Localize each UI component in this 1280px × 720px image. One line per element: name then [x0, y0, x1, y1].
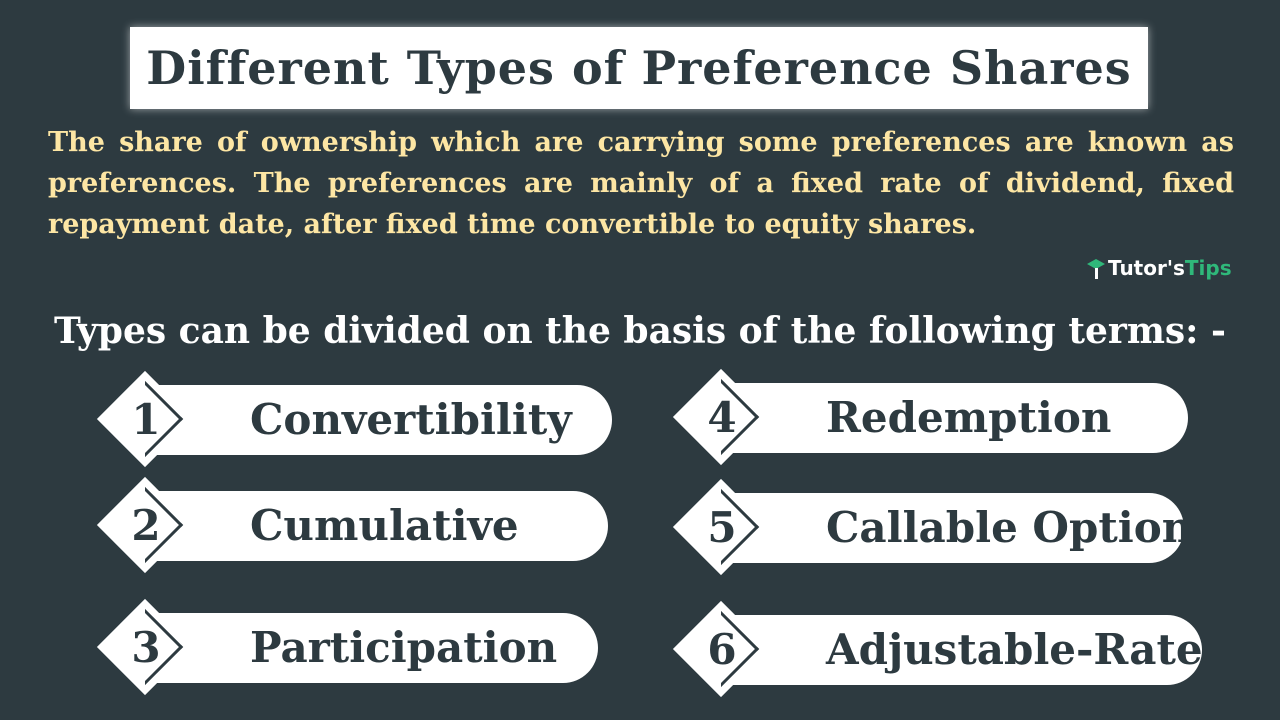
type-number: 2: [131, 501, 161, 550]
number-diamond: 1: [98, 372, 194, 468]
type-label: Callable Option: [826, 503, 1193, 552]
type-label: Convertibility: [250, 395, 572, 444]
type-number: 3: [131, 623, 161, 672]
number-diamond: 5: [674, 480, 770, 576]
logo-text-tutors: Tutor's: [1108, 256, 1185, 280]
tutors-tips-logo: Tutor's Tips: [1086, 250, 1232, 286]
type-label: Participation: [250, 623, 558, 672]
type-item-5: Callable Option 5: [674, 480, 1192, 576]
type-pill: Convertibility: [146, 385, 612, 455]
type-number: 6: [707, 625, 737, 674]
number-diamond: 6: [674, 602, 770, 698]
type-pill: Redemption: [722, 383, 1188, 453]
type-number: 5: [707, 503, 737, 552]
number-diamond: 2: [98, 478, 194, 574]
type-pill: Participation: [146, 613, 598, 683]
title-banner: Different Types of Preference Shares: [130, 27, 1148, 109]
graduation-cap-icon: [1087, 259, 1105, 279]
type-number: 4: [707, 393, 737, 442]
type-item-6: Adjustable-Rate 6: [674, 602, 1204, 698]
type-item-4: Redemption 4: [674, 370, 1190, 466]
type-pill: Adjustable-Rate: [722, 615, 1203, 685]
type-label: Adjustable-Rate: [826, 625, 1203, 674]
type-label: Redemption: [826, 393, 1112, 442]
type-item-3: Participation 3: [98, 600, 600, 696]
type-pill: Cumulative: [146, 491, 608, 561]
page-title: Different Types of Preference Shares: [146, 41, 1132, 95]
types-subheading: Types can be divided on the basis of the…: [54, 310, 1226, 352]
type-item-1: Convertibility 1: [98, 372, 614, 468]
logo-text-tips: Tips: [1184, 256, 1232, 280]
type-label: Cumulative: [250, 501, 519, 550]
intro-paragraph: The share of ownership which are carryin…: [48, 127, 1234, 240]
number-diamond: 3: [98, 600, 194, 696]
type-item-2: Cumulative 2: [98, 478, 610, 574]
number-diamond: 4: [674, 370, 770, 466]
type-number: 1: [131, 395, 161, 444]
type-pill: Callable Option: [722, 493, 1192, 563]
